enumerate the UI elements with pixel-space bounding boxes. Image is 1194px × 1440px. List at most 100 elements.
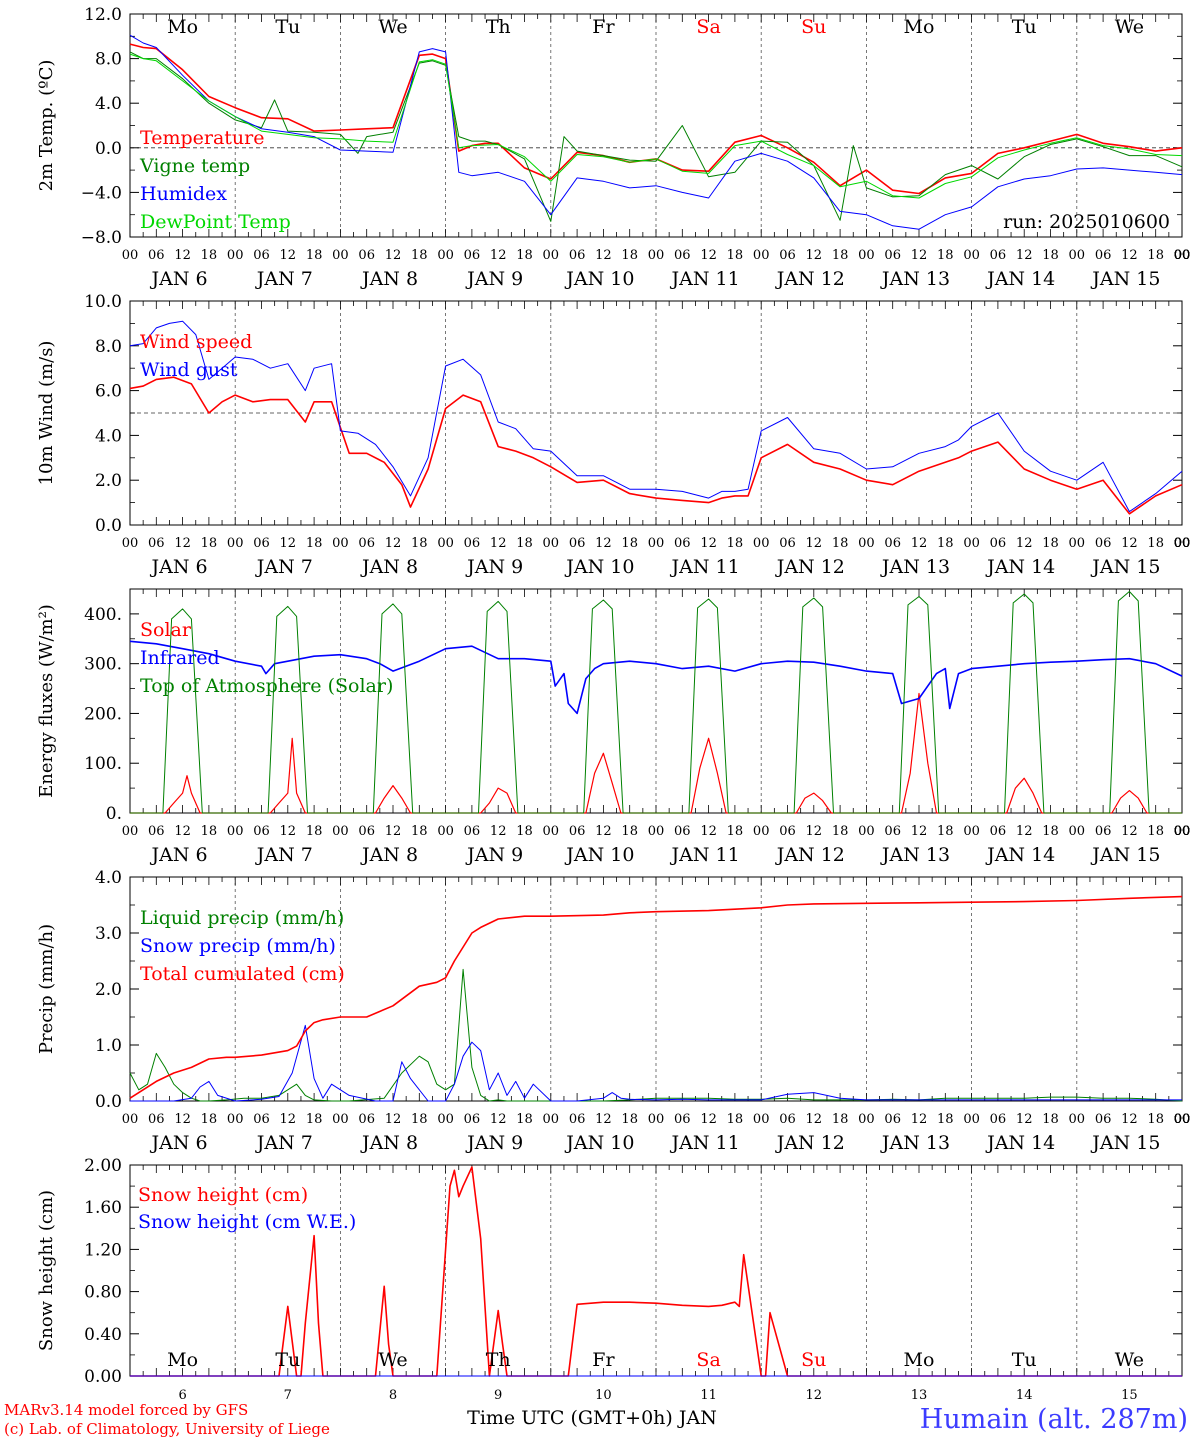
y-tick-label: 10.0 xyxy=(84,292,122,312)
hour-label: 18 xyxy=(201,536,218,551)
y-tick-label: 400. xyxy=(84,605,122,625)
hour-label: 18 xyxy=(411,248,428,263)
hour-label: 00 xyxy=(963,1112,980,1127)
hour-label: 00 xyxy=(1174,1112,1191,1127)
hour-label: 00 xyxy=(1174,536,1191,551)
legend-entry: Total cumulated (cm) xyxy=(140,963,345,985)
hour-label: 00 xyxy=(332,536,349,551)
y-tick-label: 3.0 xyxy=(95,924,122,944)
legend-entry: Humidex xyxy=(140,183,227,205)
weekday-label: Sa xyxy=(696,1349,720,1371)
hour-label: 18 xyxy=(201,1112,218,1127)
hour-label: 00 xyxy=(1174,1112,1191,1127)
date-label: JAN 10 xyxy=(564,844,634,866)
date-label: JAN 15 xyxy=(1090,268,1160,290)
hour-label: 12 xyxy=(911,536,928,551)
hour-label: 00 xyxy=(543,824,560,839)
hour-label: 00 xyxy=(1174,248,1191,263)
hour-label: 12 xyxy=(700,824,717,839)
hour-label: 06 xyxy=(358,248,375,263)
hour-label: 18 xyxy=(201,824,218,839)
date-label: JAN 15 xyxy=(1090,556,1160,578)
hour-label: 12 xyxy=(385,824,402,839)
hour-label: 00 xyxy=(437,1112,454,1127)
legend-entry: Solar xyxy=(140,619,192,641)
y-tick-label: 0.00 xyxy=(84,1367,122,1387)
date-label: JAN 7 xyxy=(255,268,313,290)
day-number: 11 xyxy=(700,1388,717,1403)
hour-label: 00 xyxy=(543,536,560,551)
weekday-label: Tu xyxy=(1012,16,1037,38)
hour-label: 12 xyxy=(806,824,823,839)
hour-label: 00 xyxy=(1174,824,1191,839)
date-label: JAN 14 xyxy=(985,844,1055,866)
hour-label: 12 xyxy=(1121,536,1138,551)
hour-label: 00 xyxy=(227,824,244,839)
y-tick-label: 8.0 xyxy=(95,50,122,70)
hour-label: 06 xyxy=(884,536,901,551)
hour-label: 00 xyxy=(1174,1112,1191,1127)
hour-label: 18 xyxy=(1147,1112,1164,1127)
hour-label: 18 xyxy=(306,824,323,839)
x-axis-label: Time UTC (GMT+0h) JAN xyxy=(467,1407,717,1429)
hour-label: 00 xyxy=(648,824,665,839)
hour-label: 00 xyxy=(1174,1112,1191,1127)
hour-label: 12 xyxy=(490,1112,507,1127)
panel-temp xyxy=(129,13,1183,238)
date-label: JAN 8 xyxy=(360,556,418,578)
y-tick-label: 200. xyxy=(84,704,122,724)
weekday-label: Fr xyxy=(592,1349,615,1371)
hour-label: 18 xyxy=(1042,248,1059,263)
hour-label: 12 xyxy=(490,536,507,551)
date-label: JAN 11 xyxy=(670,1132,740,1154)
hour-label: 18 xyxy=(727,1112,744,1127)
day-number: 6 xyxy=(178,1388,186,1403)
hour-label: 12 xyxy=(700,536,717,551)
y-tick-label: −8.0 xyxy=(81,228,122,248)
hour-label: 18 xyxy=(516,824,533,839)
y-axis-label: Precip (mm/h) xyxy=(36,924,57,1054)
hour-label: 06 xyxy=(1095,248,1112,263)
series-line-vigne-temp xyxy=(129,51,1183,222)
hour-label: 12 xyxy=(595,1112,612,1127)
date-label: JAN 15 xyxy=(1090,1132,1160,1154)
hour-label: 06 xyxy=(779,536,796,551)
hour-label: 06 xyxy=(569,248,586,263)
hour-label: 00 xyxy=(1174,824,1191,839)
hour-label: 06 xyxy=(253,536,270,551)
hour-label: 00 xyxy=(648,536,665,551)
weekday-label: We xyxy=(378,1349,407,1371)
hour-label: 00 xyxy=(648,248,665,263)
y-tick-label: 4.0 xyxy=(95,94,122,114)
hour-label: 18 xyxy=(1042,824,1059,839)
date-label: JAN 9 xyxy=(465,268,523,290)
hour-label: 12 xyxy=(1121,248,1138,263)
hour-label: 00 xyxy=(1174,824,1191,839)
hour-label: 12 xyxy=(280,1112,297,1127)
hour-label: 00 xyxy=(1174,536,1191,551)
hour-label: 12 xyxy=(490,824,507,839)
hour-label: 00 xyxy=(437,536,454,551)
hour-label: 00 xyxy=(332,248,349,263)
y-axis-label: Snow height (cm) xyxy=(36,1190,57,1351)
panel-snow xyxy=(129,1164,1183,1377)
series-line-wind-speed xyxy=(129,376,1183,515)
date-label: JAN 11 xyxy=(670,844,740,866)
weekday-label: Tu xyxy=(275,1349,300,1371)
series-line-total-cumulated-cm- xyxy=(129,895,1183,1099)
hour-label: 18 xyxy=(937,824,954,839)
hour-label: 06 xyxy=(1095,1112,1112,1127)
hour-label: 12 xyxy=(700,248,717,263)
hour-label: 06 xyxy=(569,824,586,839)
hour-label: 00 xyxy=(963,248,980,263)
hour-label: 00 xyxy=(1174,536,1191,551)
hour-label: 12 xyxy=(1121,1112,1138,1127)
date-label: JAN 8 xyxy=(360,844,418,866)
hour-label: 00 xyxy=(122,536,139,551)
legend-entry: Snow precip (mm/h) xyxy=(140,935,336,957)
y-tick-label: 2.0 xyxy=(95,980,122,1000)
hour-label: 06 xyxy=(253,248,270,263)
hour-label: 12 xyxy=(174,824,191,839)
hour-label: 06 xyxy=(674,536,691,551)
hour-label: 12 xyxy=(174,1112,191,1127)
